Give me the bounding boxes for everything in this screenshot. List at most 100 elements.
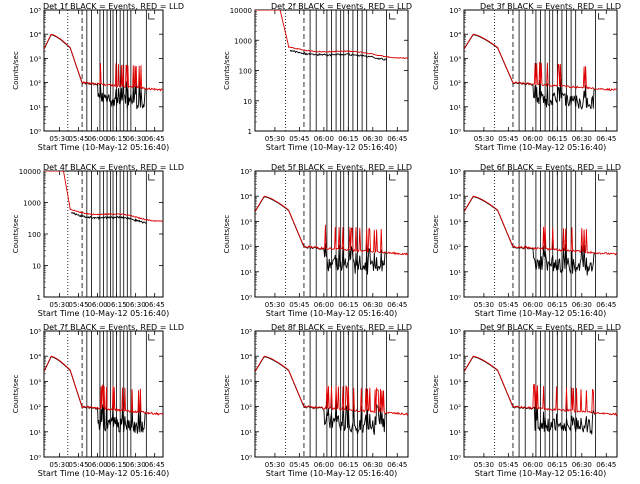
x-axis-label: Start Time (10-May-12 05:16:40): [475, 143, 606, 152]
y-tick-label: 10²: [449, 80, 461, 88]
plot-area: [44, 171, 163, 297]
plot-area: [44, 331, 163, 457]
y-tick-label: 10¹: [449, 104, 461, 112]
corner-marker: [148, 13, 155, 20]
y-tick-label: 10⁰: [449, 454, 461, 462]
chart-title: Det 9f BLACK = Events, RED = LLD: [480, 323, 621, 332]
y-tick-label: 10000: [19, 168, 41, 176]
y-tick-label: 10000: [230, 7, 252, 15]
y-tick-label: 10⁰: [449, 294, 461, 302]
y-tick-label: 1000: [23, 200, 41, 208]
x-tick-label: 05:30: [265, 135, 285, 143]
y-tick-label: 10⁰: [240, 294, 252, 302]
chart-panel-7: Det 7f BLACK = Events, RED = LLD Start Ti…: [12, 323, 184, 478]
x-tick-label: 06:45: [145, 301, 165, 309]
corner-marker: [389, 13, 396, 20]
x-tick-label: 06:15: [547, 461, 567, 469]
y-tick-label: 10¹: [29, 429, 41, 437]
plot-area: [255, 331, 408, 457]
series-lld-line: [44, 171, 163, 222]
x-tick-label: 06:30: [363, 135, 383, 143]
corner-marker: [148, 174, 155, 181]
y-tick-label: 10: [243, 98, 252, 106]
y-tick-label: 10²: [29, 404, 41, 412]
x-tick-label: 06:30: [363, 461, 383, 469]
x-tick-label: 05:45: [498, 301, 518, 309]
x-tick-label: 05:45: [289, 461, 309, 469]
x-tick-label: 06:00: [314, 135, 334, 143]
series-events-line: [289, 49, 387, 61]
x-tick-label: 05:45: [498, 461, 518, 469]
y-tick-label: 10²: [449, 404, 461, 412]
x-tick-label: 05:30: [49, 135, 69, 143]
y-tick-label: 10⁴: [240, 353, 252, 361]
y-tick-label: 10⁵: [449, 168, 461, 176]
x-tick-label: 05:30: [49, 301, 69, 309]
y-tick-label: 10³: [240, 378, 252, 386]
corner-marker: [389, 174, 396, 181]
plot-area: [464, 331, 617, 457]
y-axis-label: Counts/sec: [432, 215, 440, 254]
x-tick-label: 05:30: [474, 135, 494, 143]
series-lld-line: [464, 33, 617, 91]
y-tick-label: 1000: [234, 37, 252, 45]
x-tick-label: 06:15: [106, 135, 126, 143]
y-axis-label: Counts/sec: [432, 375, 440, 414]
y-tick-label: 10¹: [29, 104, 41, 112]
y-tick-label: 10²: [449, 244, 461, 252]
y-tick-label: 10⁴: [29, 31, 41, 39]
x-tick-label: 06:30: [126, 461, 146, 469]
x-tick-label: 05:30: [474, 461, 494, 469]
series-lld-line: [255, 10, 408, 59]
y-tick-label: 10: [32, 263, 41, 271]
x-axis-label: Start Time (10-May-12 05:16:40): [266, 469, 397, 478]
x-axis-label: Start Time (10-May-12 05:16:40): [266, 309, 397, 318]
y-tick-label: 10¹: [240, 429, 252, 437]
x-tick-label: 05:30: [49, 461, 69, 469]
y-tick-label: 10²: [240, 244, 252, 252]
chart-title: Det 7f BLACK = Events, RED = LLD: [43, 323, 184, 332]
y-tick-label: 10³: [449, 55, 461, 63]
plot-area: [44, 10, 163, 131]
x-tick-label: 05:30: [474, 301, 494, 309]
x-tick-label: 06:45: [387, 461, 407, 469]
y-axis-label: Counts/sec: [12, 215, 20, 254]
x-tick-label: 06:00: [523, 301, 543, 309]
x-tick-label: 06:15: [338, 301, 358, 309]
x-tick-label: 06:45: [596, 461, 616, 469]
series-lld-line: [464, 355, 617, 417]
x-tick-label: 06:15: [547, 301, 567, 309]
x-axis-label: Start Time (10-May-12 05:16:40): [266, 143, 397, 152]
x-tick-label: 06:15: [106, 461, 126, 469]
x-axis-label: Start Time (10-May-12 05:16:40): [38, 143, 169, 152]
y-tick-label: 10⁵: [449, 7, 461, 15]
y-tick-label: 10²: [29, 80, 41, 88]
chart-panel-8: Det 8f BLACK = Events, RED = LLD Start Ti…: [223, 323, 412, 478]
x-tick-label: 06:45: [387, 135, 407, 143]
y-tick-label: 10⁴: [449, 31, 461, 39]
y-tick-label: 10⁰: [449, 128, 461, 136]
corner-marker: [598, 174, 605, 181]
y-tick-label: 10³: [29, 378, 41, 386]
chart-title: Det 6f BLACK = Events, RED = LLD: [480, 163, 621, 172]
chart-panel-6: Det 6f BLACK = Events, RED = LLD Start Ti…: [432, 163, 621, 318]
x-tick-label: 05:45: [289, 301, 309, 309]
chart-title: Det 5f BLACK = Events, RED = LLD: [271, 163, 412, 172]
x-axis-label: Start Time (10-May-12 05:16:40): [38, 309, 169, 318]
chart-title: Det 3f BLACK = Events, RED = LLD: [480, 2, 621, 11]
y-tick-label: 10⁴: [449, 353, 461, 361]
y-tick-label: 100: [239, 68, 252, 76]
x-axis-label: Start Time (10-May-12 05:16:40): [475, 469, 606, 478]
chart-title: Det 8f BLACK = Events, RED = LLD: [271, 323, 412, 332]
y-tick-label: 10¹: [449, 269, 461, 277]
x-tick-label: 06:45: [145, 135, 165, 143]
corner-marker: [598, 13, 605, 20]
series-lld-line: [255, 355, 408, 416]
chart-title: Det 4f BLACK = Events, RED = LLD: [43, 163, 184, 172]
series-events-line: [71, 211, 147, 225]
x-tick-label: 06:30: [363, 301, 383, 309]
x-tick-label: 06:45: [387, 301, 407, 309]
y-tick-label: 10³: [449, 218, 461, 226]
